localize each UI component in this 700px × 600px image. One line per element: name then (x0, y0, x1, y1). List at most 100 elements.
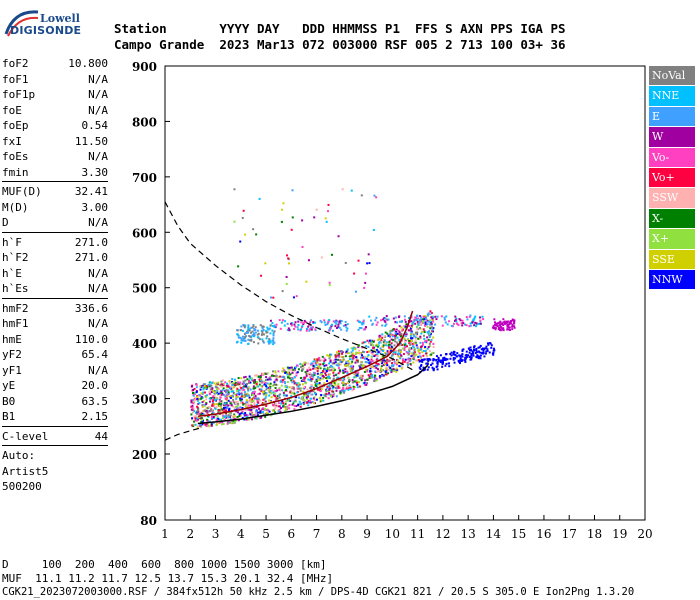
echo-point (366, 361, 369, 364)
echo-point (273, 326, 276, 329)
echo-point (311, 326, 314, 329)
y-tick-label: 200 (132, 448, 157, 462)
echo-point (310, 328, 313, 331)
echo-point (247, 386, 250, 389)
echo-point (258, 383, 261, 386)
x-tick-label: 3 (212, 527, 220, 541)
echo-point (190, 399, 193, 402)
echo-point (418, 360, 421, 363)
echo-point (215, 388, 218, 391)
echo-point (247, 389, 250, 392)
echo-point (278, 388, 281, 391)
echo-point (313, 358, 316, 361)
echo-point (256, 397, 259, 400)
echo-point (233, 383, 236, 386)
echo-point (224, 390, 227, 393)
echo-point (216, 403, 219, 406)
echo-point (402, 336, 405, 339)
echo-point (206, 386, 209, 389)
echo-point (265, 408, 268, 411)
echo-point (280, 402, 283, 405)
echo-point (394, 329, 397, 332)
x-tick-label: 1 (161, 527, 169, 541)
echo-point (368, 350, 371, 353)
echo-point (394, 334, 397, 337)
echo-point (253, 402, 256, 405)
echo-point (219, 408, 222, 411)
echo-point (237, 383, 240, 386)
echo-point (249, 413, 252, 416)
echo-point (254, 331, 257, 334)
echo-point (290, 228, 293, 231)
echo-point (382, 344, 385, 347)
echo-point (388, 340, 391, 343)
echo-point (241, 416, 244, 419)
echo-point (273, 381, 276, 384)
echo-point (382, 318, 385, 321)
echo-point (364, 360, 367, 363)
echo-point (228, 380, 231, 383)
echo-point (192, 394, 195, 397)
echo-point (309, 371, 312, 374)
echo-point (431, 326, 434, 329)
echo-point (453, 319, 456, 322)
echo-point (233, 392, 236, 395)
echo-point (404, 320, 407, 323)
echo-point (195, 383, 198, 386)
echo-point (201, 404, 204, 407)
echo-point (264, 400, 267, 403)
echo-point (507, 320, 510, 323)
echo-point (266, 326, 269, 329)
y-tick-label: 500 (132, 282, 157, 296)
echo-point (200, 417, 203, 420)
echo-point (238, 407, 241, 410)
echo-point (288, 373, 291, 376)
echo-point (282, 367, 285, 370)
echo-point (437, 357, 440, 360)
echo-point (228, 411, 231, 414)
echo-point (391, 333, 394, 336)
echo-point (488, 342, 491, 345)
echo-point (267, 409, 270, 412)
echo-point (302, 403, 305, 406)
echo-point (192, 393, 195, 396)
echo-point (481, 315, 484, 318)
echo-point (267, 340, 270, 343)
echo-point (346, 365, 349, 368)
echo-point (274, 326, 277, 329)
echo-point (255, 410, 258, 413)
echo-point (461, 319, 464, 322)
echo-point (402, 353, 405, 356)
echo-point (412, 361, 415, 364)
echo-point (384, 342, 387, 345)
echo-point (332, 370, 335, 373)
echo-point (320, 388, 323, 391)
echo-point (213, 396, 216, 399)
echo-point (228, 381, 231, 384)
echo-point (202, 387, 205, 390)
echo-point (350, 354, 353, 357)
echo-point (258, 197, 261, 200)
echo-point (198, 402, 201, 405)
echo-point (268, 399, 271, 402)
param-row: B0 63.5 (2, 394, 108, 410)
echo-point (209, 396, 212, 399)
echo-point (513, 321, 516, 324)
echo-point (264, 381, 267, 384)
echo-point (307, 362, 310, 365)
echo-point (320, 399, 323, 402)
echo-point (329, 328, 332, 331)
echo-point (320, 383, 323, 386)
echo-point (231, 382, 234, 385)
echo-point (418, 323, 421, 326)
echo-point (385, 341, 388, 344)
echo-point (314, 399, 317, 402)
echo-point (250, 400, 253, 403)
echo-point (403, 333, 406, 336)
echo-point (324, 368, 327, 371)
echo-point (319, 319, 322, 322)
echo-point (225, 412, 228, 415)
echo-point (351, 352, 354, 355)
echo-point (291, 381, 294, 384)
echo-point (224, 381, 227, 384)
